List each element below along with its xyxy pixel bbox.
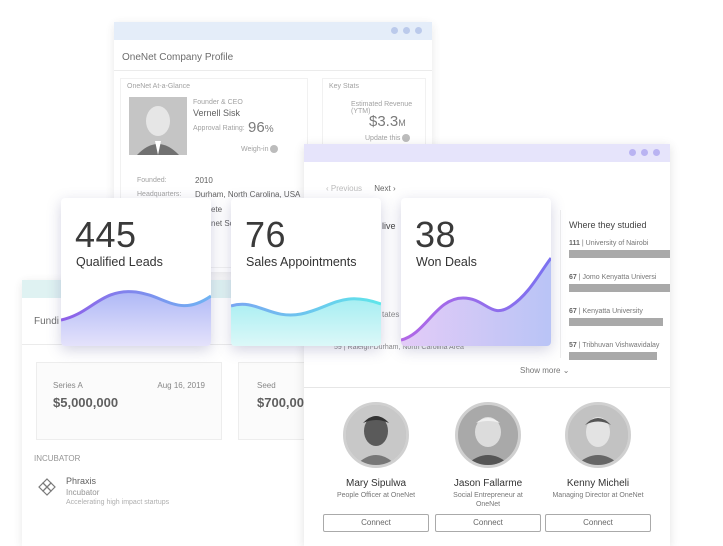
connect-button[interactable]: Connect bbox=[323, 514, 429, 532]
person-card: Jason Fallarme Social Entrepreneur at On… bbox=[434, 398, 542, 538]
states-partial: tates bbox=[382, 310, 400, 319]
show-more-button[interactable]: Show more ⌄ bbox=[520, 366, 570, 375]
revenue-label: Estimated Revenue (YTM) bbox=[351, 101, 413, 115]
incubator-header: INCUBATOR bbox=[34, 454, 81, 463]
update-link[interactable]: Update this bbox=[365, 134, 411, 142]
funding-round-card: Series A Aug 16, 2019 $5,000,000 bbox=[36, 362, 222, 440]
person-title: OneNet bbox=[475, 501, 501, 508]
person-name: Jason Fallarme bbox=[453, 478, 523, 489]
metric-label: Sales Appointments bbox=[246, 255, 357, 269]
metric-label: Qualified Leads bbox=[76, 255, 163, 269]
profile-titlebar bbox=[114, 22, 432, 40]
hq-value: Durham, North Carolina, USA bbox=[195, 190, 301, 199]
chevron-right-icon: › bbox=[392, 184, 396, 193]
school-row: 67 | Kenyatta University bbox=[569, 308, 643, 315]
school-row: 57 | Tribhuvan Vishwavidalay bbox=[569, 342, 660, 349]
chevron-left-icon: ‹ bbox=[326, 184, 329, 193]
connect-button[interactable]: Connect bbox=[545, 514, 651, 532]
funding-title: Fundi bbox=[34, 316, 60, 327]
approval-rating: 96% bbox=[248, 119, 274, 136]
connect-button[interactable]: Connect bbox=[435, 514, 541, 532]
pinwheel-logo-icon bbox=[38, 478, 56, 496]
approval-label: Approval Rating: bbox=[193, 125, 245, 132]
school-row: 111 | University of Nairobi bbox=[569, 240, 649, 247]
round-amount: $700,00 bbox=[257, 395, 304, 410]
glance-title: OneNet At-a-Glance bbox=[127, 83, 191, 90]
round-type: Series A bbox=[53, 381, 83, 390]
incubator-desc: Accelerating high impact startups bbox=[66, 499, 170, 506]
school-count: 67 bbox=[569, 274, 577, 281]
pagination: ‹ Previous Next › bbox=[326, 184, 396, 193]
school-row: 67 | Jomo Kenyatta Universi bbox=[569, 274, 657, 281]
round-date: Aug 16, 2019 bbox=[157, 381, 205, 390]
incubator-name[interactable]: Phraxis bbox=[66, 476, 97, 486]
metric-label: Won Deals bbox=[416, 255, 477, 269]
school-bar bbox=[569, 318, 663, 326]
weigh-in-link[interactable]: Weigh-in bbox=[241, 145, 279, 153]
metric-value: 76 bbox=[245, 214, 287, 255]
location-row: 59 | Raleigh-Durham, North Carolina Area bbox=[334, 344, 464, 351]
incubator-type: Incubator bbox=[66, 488, 100, 497]
metric-card-won-deals: 38 Won Deals bbox=[401, 198, 551, 346]
person-card: Kenny Micheli Managing Director at OneNe… bbox=[544, 398, 652, 538]
gear-icon bbox=[270, 145, 279, 153]
profile-title: OneNet Company Profile bbox=[122, 52, 234, 63]
desc-partial: net Sol bbox=[211, 219, 236, 228]
founder-photo bbox=[129, 97, 187, 155]
person-title: Social Entrepreneur at bbox=[453, 492, 523, 499]
school-bar bbox=[569, 250, 670, 258]
person-name: Kenny Micheli bbox=[566, 478, 630, 489]
person-title: Managing Director at OneNet bbox=[552, 492, 644, 499]
metric-card-sales-appointments: 76 Sales Appointments bbox=[231, 198, 381, 346]
metric-wave bbox=[231, 297, 381, 346]
website-partial: ete bbox=[211, 205, 223, 214]
person-name: Mary Sipulwa bbox=[345, 478, 407, 489]
avatar bbox=[455, 402, 521, 468]
school-bar bbox=[569, 284, 670, 292]
school-name[interactable]: Jomo Kenyatta Universi bbox=[582, 274, 657, 281]
studied-panel: Where they studied 111 | University of N… bbox=[560, 210, 670, 360]
person-card: Mary Sipulwa People Officer at OneNet bbox=[322, 398, 430, 538]
hq-label: Headquarters: bbox=[137, 191, 182, 198]
metric-wave bbox=[61, 290, 211, 346]
gear-icon bbox=[402, 134, 411, 142]
school-count: 111 bbox=[569, 240, 580, 247]
school-name[interactable]: Kenyatta University bbox=[582, 308, 643, 315]
founded-label: Founded: bbox=[137, 177, 167, 184]
metric-value: 445 bbox=[75, 214, 137, 255]
avatar bbox=[343, 402, 409, 468]
people-titlebar bbox=[304, 144, 670, 162]
previous-link[interactable]: ‹ Previous bbox=[326, 184, 363, 193]
founded-value: 2010 bbox=[195, 176, 213, 185]
avatar bbox=[565, 402, 631, 468]
school-count: 57 bbox=[569, 342, 577, 349]
school-name[interactable]: University of Nairobi bbox=[585, 240, 649, 247]
live-partial: live bbox=[382, 221, 396, 231]
round-amount: $5,000,000 bbox=[53, 395, 119, 410]
key-stats-panel: Key Stats Estimated Revenue (YTM) $3.3M … bbox=[322, 78, 426, 148]
round-type: Seed bbox=[257, 381, 276, 390]
school-bar bbox=[569, 352, 657, 360]
chevron-down-icon: ⌄ bbox=[562, 366, 570, 375]
school-name[interactable]: Tribhuvan Vishwavidalay bbox=[582, 342, 660, 349]
studied-title: Where they studied bbox=[569, 220, 647, 230]
key-stats-title: Key Stats bbox=[329, 83, 359, 90]
founder-role: Founder & CEO bbox=[193, 99, 243, 106]
school-count: 67 bbox=[569, 308, 577, 315]
next-link[interactable]: Next › bbox=[374, 184, 396, 193]
founder-name: Vernell Sisk bbox=[193, 108, 241, 118]
revenue-value: $3.3M bbox=[369, 113, 406, 130]
person-title: People Officer at OneNet bbox=[336, 492, 416, 499]
metric-value: 38 bbox=[415, 214, 457, 255]
glance-panel: OneNet At-a-Glance Founder & CEO Vernell… bbox=[120, 78, 308, 268]
metric-card-qualified-leads: 445 Qualified Leads bbox=[61, 198, 211, 346]
metric-wave bbox=[401, 257, 551, 346]
